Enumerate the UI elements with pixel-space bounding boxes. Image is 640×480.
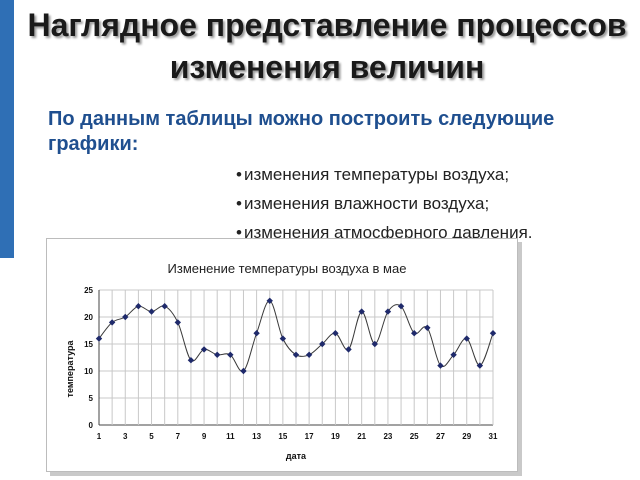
data-point xyxy=(345,346,352,353)
x-tick-label: 27 xyxy=(436,432,445,441)
data-point xyxy=(371,340,378,348)
data-point xyxy=(424,324,431,331)
data-point xyxy=(411,330,418,337)
x-tick-label: 15 xyxy=(278,432,287,441)
bullet-temperature: изменения температуры воздуха; xyxy=(236,160,533,189)
chart-frame: Изменение температуры воздуха в мае темп… xyxy=(46,238,518,472)
temperature-chart: Изменение температуры воздуха в мае темп… xyxy=(65,261,498,461)
data-point xyxy=(358,308,365,315)
bullet-pressure: изменения атмосферного давления. xyxy=(236,218,533,247)
data-point xyxy=(319,340,326,348)
x-tick-label: 9 xyxy=(202,432,207,441)
data-point xyxy=(292,351,300,358)
data-point xyxy=(187,357,195,364)
accent-bar xyxy=(0,0,14,258)
data-point xyxy=(384,308,392,315)
y-axis-label: температура xyxy=(65,340,75,398)
y-tick-label: 25 xyxy=(84,286,93,295)
x-axis-label: дата xyxy=(286,451,307,461)
x-tick-label: 3 xyxy=(123,432,128,441)
x-tick-label: 5 xyxy=(149,432,154,441)
x-tick-label: 1 xyxy=(97,432,102,441)
data-point xyxy=(240,367,247,375)
y-tick-label: 5 xyxy=(89,394,94,403)
x-tick-label: 25 xyxy=(410,432,419,441)
data-point xyxy=(450,351,457,358)
data-point xyxy=(95,335,103,342)
x-tick-label: 23 xyxy=(383,432,392,441)
data-point xyxy=(305,351,313,358)
data-point xyxy=(227,351,234,358)
slide-subtitle: По данным таблицы можно построить следую… xyxy=(48,108,555,155)
data-point xyxy=(122,313,129,321)
bullet-humidity: изменения влажности воздуха; xyxy=(236,189,533,218)
data-point xyxy=(437,362,444,369)
chart-title: Изменение температуры воздуха в мае xyxy=(168,261,407,276)
data-point xyxy=(135,303,142,310)
x-tick-label: 17 xyxy=(305,432,314,441)
data-point xyxy=(397,303,405,310)
x-tick-label: 7 xyxy=(176,432,181,441)
y-tick-label: 15 xyxy=(84,340,93,349)
y-tick-label: 10 xyxy=(84,367,93,376)
data-point xyxy=(161,303,168,310)
x-tick-label: 29 xyxy=(462,432,471,441)
data-point xyxy=(174,319,181,326)
data-point xyxy=(463,335,470,342)
x-tick-label: 19 xyxy=(331,432,340,441)
x-tick-label: 13 xyxy=(252,432,261,441)
data-point xyxy=(200,346,208,353)
data-point xyxy=(266,297,273,304)
data-point xyxy=(108,319,116,326)
y-tick-label: 20 xyxy=(84,313,93,322)
data-point xyxy=(332,330,339,337)
data-point xyxy=(279,335,287,342)
x-tick-label: 21 xyxy=(357,432,366,441)
data-point xyxy=(214,351,221,358)
x-tick-label: 11 xyxy=(226,432,235,441)
data-point xyxy=(476,362,484,369)
x-tick-label: 31 xyxy=(489,432,498,441)
bullet-list: изменения температуры воздуха; изменения… xyxy=(236,160,533,247)
data-point xyxy=(489,330,497,337)
data-point xyxy=(148,308,155,315)
slide-title: Наглядное представление процессов измене… xyxy=(27,7,627,85)
data-point xyxy=(253,330,260,337)
y-tick-label: 0 xyxy=(89,421,94,430)
